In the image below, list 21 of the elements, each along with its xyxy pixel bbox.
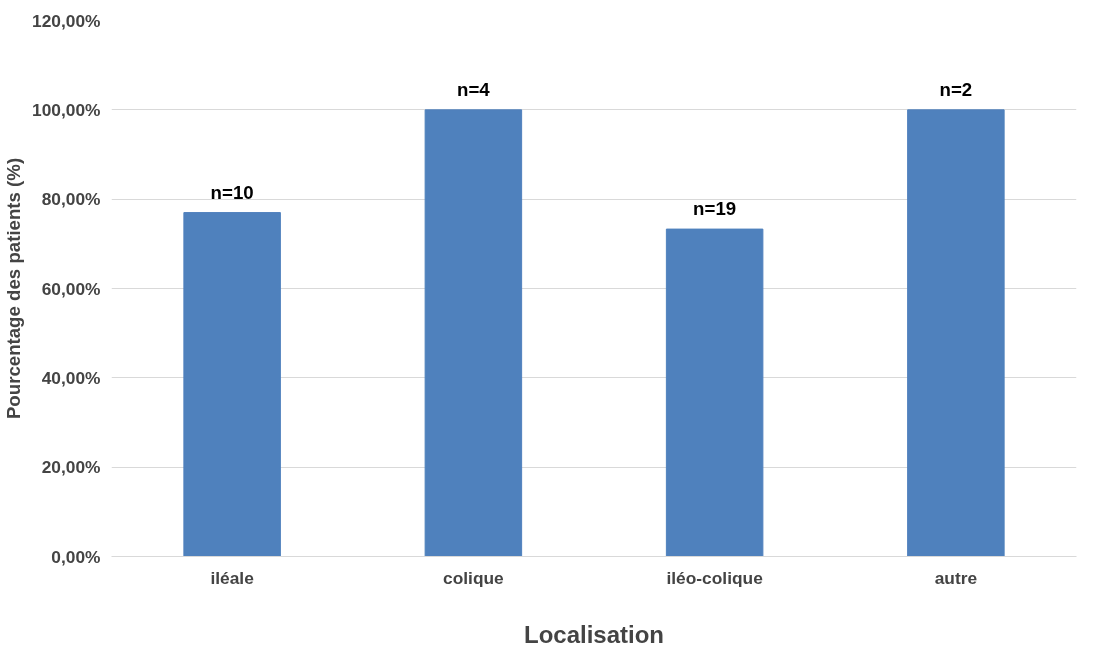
x-tick-label: autre (934, 567, 978, 588)
y-tick-label: 100,00% (32, 99, 101, 120)
bar (424, 109, 523, 557)
annotation: n=2 (939, 78, 973, 100)
y-tick-label: 120,00% (32, 10, 101, 31)
bar (183, 212, 281, 557)
x-tick-label: iléo-colique (666, 567, 764, 588)
annotation: n=19 (693, 198, 737, 220)
annotation: n=10 (210, 181, 254, 203)
y-axis-title: Pourcentage des patients (%) (3, 157, 25, 420)
bar (665, 228, 764, 557)
x-tick-label: iléale (210, 567, 255, 588)
bar (907, 109, 1005, 557)
y-tick-label: 80,00% (41, 189, 101, 210)
y-tick-label: 40,00% (41, 367, 101, 388)
y-tick-label: 60,00% (41, 278, 101, 299)
annotation: n=4 (457, 78, 491, 100)
x-axis-title: Localisation (523, 620, 665, 648)
y-tick-label: 0,00% (51, 546, 101, 567)
x-tick-label: colique (443, 567, 505, 588)
y-tick-label: 20,00% (41, 457, 101, 478)
